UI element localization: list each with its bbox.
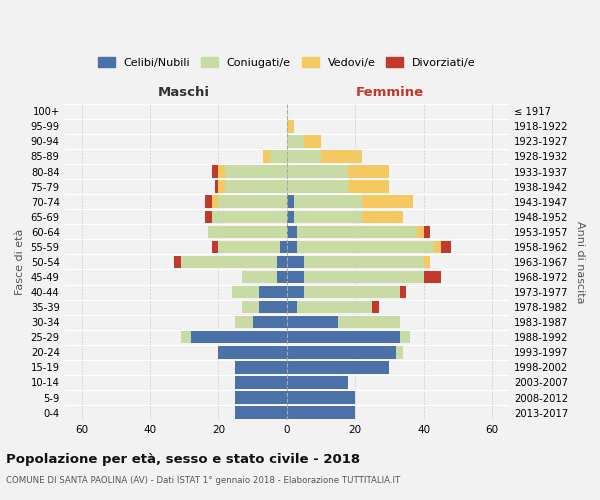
Bar xyxy=(416,226,424,238)
Bar xyxy=(424,256,430,268)
Bar xyxy=(287,180,348,193)
Bar xyxy=(287,346,396,358)
Text: Femmine: Femmine xyxy=(355,86,424,99)
Bar xyxy=(440,240,451,253)
Text: Maschi: Maschi xyxy=(158,86,210,99)
Bar xyxy=(287,210,293,223)
Bar xyxy=(218,180,225,193)
Bar xyxy=(242,271,277,283)
Bar xyxy=(297,226,416,238)
Bar xyxy=(293,210,362,223)
Bar xyxy=(287,361,389,374)
Bar xyxy=(225,166,287,177)
Bar xyxy=(287,196,293,208)
Bar xyxy=(293,196,362,208)
Bar xyxy=(287,301,297,314)
Bar xyxy=(242,301,259,314)
Bar xyxy=(304,286,400,298)
Bar xyxy=(212,166,218,177)
Bar xyxy=(424,271,440,283)
Bar xyxy=(259,286,287,298)
Bar xyxy=(218,166,225,177)
Bar xyxy=(181,256,277,268)
Y-axis label: Anni di nascita: Anni di nascita xyxy=(575,220,585,303)
Bar xyxy=(235,406,287,419)
Bar xyxy=(287,256,304,268)
Bar xyxy=(321,150,362,162)
Bar xyxy=(218,240,280,253)
Bar xyxy=(372,301,379,314)
Bar xyxy=(181,331,191,344)
Bar xyxy=(212,196,218,208)
Bar xyxy=(287,392,355,404)
Bar xyxy=(259,301,287,314)
Bar xyxy=(263,150,269,162)
Bar xyxy=(287,331,400,344)
Bar xyxy=(338,316,400,328)
Y-axis label: Fasce di età: Fasce di età xyxy=(15,229,25,295)
Bar xyxy=(235,361,287,374)
Bar xyxy=(253,316,287,328)
Bar xyxy=(215,180,218,193)
Bar xyxy=(277,256,287,268)
Bar xyxy=(348,166,389,177)
Bar xyxy=(434,240,440,253)
Bar xyxy=(205,210,212,223)
Bar xyxy=(287,316,338,328)
Legend: Celibi/Nubili, Coniugati/e, Vedovi/e, Divorziati/e: Celibi/Nubili, Coniugati/e, Vedovi/e, Di… xyxy=(94,52,480,72)
Text: Popolazione per età, sesso e stato civile - 2018: Popolazione per età, sesso e stato civil… xyxy=(6,452,360,466)
Bar xyxy=(235,376,287,388)
Bar xyxy=(205,196,212,208)
Bar xyxy=(297,240,434,253)
Bar xyxy=(304,271,424,283)
Bar xyxy=(287,135,304,147)
Bar xyxy=(304,256,424,268)
Bar xyxy=(280,240,287,253)
Bar xyxy=(396,346,403,358)
Bar xyxy=(174,256,181,268)
Text: COMUNE DI SANTA PAOLINA (AV) - Dati ISTAT 1° gennaio 2018 - Elaborazione TUTTITA: COMUNE DI SANTA PAOLINA (AV) - Dati ISTA… xyxy=(6,476,400,485)
Bar xyxy=(269,150,287,162)
Bar xyxy=(218,346,287,358)
Bar xyxy=(362,210,403,223)
Bar xyxy=(348,180,389,193)
Bar xyxy=(287,166,348,177)
Bar xyxy=(362,196,413,208)
Bar xyxy=(287,286,304,298)
Bar xyxy=(304,135,321,147)
Bar xyxy=(277,271,287,283)
Bar xyxy=(212,240,218,253)
Bar xyxy=(218,196,287,208)
Bar xyxy=(424,226,430,238)
Bar xyxy=(287,226,297,238)
Bar xyxy=(297,301,372,314)
Bar xyxy=(235,316,253,328)
Bar xyxy=(400,331,410,344)
Bar xyxy=(235,392,287,404)
Bar xyxy=(287,240,297,253)
Bar xyxy=(287,150,321,162)
Bar xyxy=(232,286,259,298)
Bar xyxy=(212,210,287,223)
Bar xyxy=(191,331,287,344)
Bar xyxy=(400,286,406,298)
Bar xyxy=(225,180,287,193)
Bar xyxy=(287,271,304,283)
Bar xyxy=(208,226,287,238)
Bar xyxy=(287,406,355,419)
Bar xyxy=(287,120,293,132)
Bar xyxy=(287,376,348,388)
